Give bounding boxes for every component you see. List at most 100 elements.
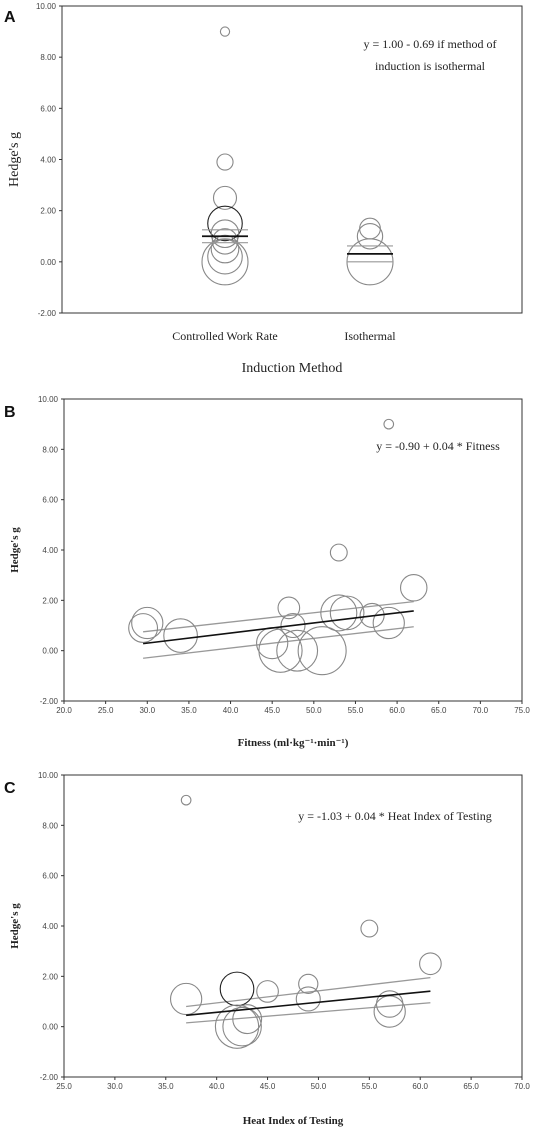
- panel-b-x-tick-label: 35.0: [181, 706, 197, 715]
- panel-a-data-point: [219, 26, 231, 37]
- panel-b-data-point: [280, 612, 306, 639]
- panel-a-category-label: Controlled Work Rate: [172, 329, 277, 343]
- panel-c-y-tick-label: 0.00: [42, 1023, 58, 1032]
- panel-b-y-tick-label: 2.00: [42, 596, 58, 605]
- panel-b-x-tick-label: 20.0: [56, 706, 72, 715]
- panel-a-y-tick-label: -2.00: [38, 309, 57, 318]
- panel-b-y-tick-label: 10.00: [38, 395, 59, 404]
- panel-b-x-tick-label: 65.0: [431, 706, 447, 715]
- panel-c-x-tick-label: 25.0: [56, 1082, 72, 1091]
- panel-b-equation: y = -0.90 + 0.04 * Fitness: [376, 439, 500, 453]
- panel-b-data-point: [277, 596, 301, 620]
- panel-a-equation: induction is isothermal: [375, 59, 486, 73]
- panel-a-data-point: [216, 153, 234, 171]
- panel-b-x-tick-label: 55.0: [348, 706, 364, 715]
- panel-c-data-point: [295, 986, 321, 1012]
- panel-c-y-axis-title: Hedge's g: [9, 903, 21, 949]
- panel-a-data-point: [356, 223, 384, 250]
- panel-a-y-tick-label: 2.00: [40, 207, 56, 216]
- panel-a-data-point: [211, 228, 239, 255]
- panel-c-data-point: [256, 980, 279, 1003]
- panel-c-x-tick-label: 35.0: [158, 1082, 174, 1091]
- panel-b-data-point: [131, 606, 164, 640]
- panel-c-x-tick-label: 70.0: [514, 1082, 530, 1091]
- panel-b-data-point: [372, 606, 405, 640]
- panel-c-data-point: [219, 971, 255, 1007]
- panel-a-equation: y = 1.00 - 0.69 if method of: [363, 37, 496, 51]
- panel-c-y-tick-label: 8.00: [42, 821, 58, 830]
- panel-a-data-point: [210, 234, 240, 264]
- panel-b-fit-line: [143, 610, 414, 645]
- panel-b-x-tick-label: 70.0: [473, 706, 489, 715]
- panel-c-ci-upper-line: [186, 976, 431, 1008]
- panel-c-x-tick-label: 60.0: [412, 1082, 428, 1091]
- panel-c-y-tick-label: 10.00: [38, 771, 59, 780]
- panel-a-plot-frame: [61, 5, 523, 314]
- panel-b-ci-upper-line: [143, 600, 414, 633]
- panel-c-x-tick-label: 55.0: [362, 1082, 378, 1091]
- panel-a-y-tick-label: 0.00: [40, 258, 56, 267]
- panel-c-data-point: [360, 919, 379, 938]
- panel-b-y-axis-title: Hedge's g: [9, 527, 21, 573]
- panel-b-data-point: [359, 602, 385, 628]
- panel-b-x-tick-label: 50.0: [306, 706, 322, 715]
- panel-b-letter: B: [4, 404, 16, 421]
- panel-b-y-tick-label: 8.00: [42, 445, 58, 454]
- panel-b-data-point: [320, 594, 358, 632]
- panel-c-letter: C: [4, 780, 16, 797]
- panel-a-data-point: [207, 238, 243, 275]
- panel-c-data-point: [232, 1004, 263, 1035]
- panel-b-data-point: [276, 629, 319, 672]
- panel-c-data-point: [298, 973, 319, 995]
- panel-b-data-point: [128, 613, 159, 643]
- panel-c-y-tick-label: 6.00: [42, 872, 58, 881]
- panel-a-y-tick-label: 10.00: [36, 2, 57, 11]
- panel-a-letter: A: [4, 9, 16, 26]
- panel-a-data-point: [359, 217, 381, 240]
- panel-a-data-point: [201, 238, 249, 286]
- panel-a-y-tick-label: 4.00: [40, 156, 56, 165]
- panel-c-data-point: [214, 1004, 260, 1049]
- panel-b-y-tick-label: 0.00: [42, 647, 58, 656]
- panel-b-data-point: [329, 543, 348, 562]
- panel-a-y-tick-label: 8.00: [40, 53, 56, 62]
- panel-b-data-point: [383, 418, 395, 430]
- panel-a-y-axis-title: Hedge's g: [7, 132, 22, 187]
- panel-c-x-tick-label: 50.0: [311, 1082, 327, 1091]
- panel-b-x-tick-label: 25.0: [98, 706, 114, 715]
- panel-b-data-point: [329, 595, 365, 631]
- panel-b-data-point: [399, 573, 428, 602]
- panel-c-y-tick-label: 4.00: [42, 922, 58, 931]
- panel-b-x-tick-label: 30.0: [139, 706, 155, 715]
- panel-b-data-point: [163, 618, 198, 653]
- panel-c-fit-line: [186, 990, 431, 1017]
- panel-b-x-tick-label: 45.0: [264, 706, 280, 715]
- panel-a-y-tick-label: 6.00: [40, 104, 56, 113]
- panel-b-x-axis-title: Fitness (ml·kg⁻¹·min⁻¹): [238, 737, 349, 749]
- panel-a-data-point: [212, 185, 238, 210]
- panel-c-x-tick-label: 30.0: [107, 1082, 123, 1091]
- panel-b-data-point: [297, 626, 347, 676]
- panel-c-x-tick-label: 40.0: [209, 1082, 225, 1091]
- panel-a-data-point: [210, 219, 240, 249]
- panel-b-x-tick-label: 75.0: [514, 706, 530, 715]
- panel-c-data-point: [180, 794, 192, 806]
- panel-c-y-tick-label: 2.00: [42, 972, 58, 981]
- panel-c-equation: y = -1.03 + 0.04 * Heat Index of Testing: [298, 809, 491, 823]
- panel-b-x-tick-label: 40.0: [223, 706, 239, 715]
- panel-c-x-tick-label: 45.0: [260, 1082, 276, 1091]
- panel-c-data-point: [222, 1006, 262, 1047]
- panel-c-x-axis-title: Heat Index of Testing: [243, 1115, 344, 1127]
- panel-b-y-tick-label: -2.00: [40, 697, 59, 706]
- panel-a-category-label: Isothermal: [344, 329, 396, 343]
- panel-c-data-point: [169, 982, 203, 1016]
- panel-b-data-point: [258, 628, 303, 673]
- panel-a-data-point: [207, 205, 243, 242]
- panel-c-y-tick-label: -2.00: [40, 1073, 59, 1082]
- panel-a-x-axis-title: Induction Method: [242, 361, 343, 376]
- panel-c-data-point: [419, 952, 442, 976]
- panel-c-x-tick-label: 65.0: [463, 1082, 479, 1091]
- panel-b-x-tick-label: 60.0: [389, 706, 405, 715]
- panel-c-ci-lower-line: [186, 1002, 431, 1024]
